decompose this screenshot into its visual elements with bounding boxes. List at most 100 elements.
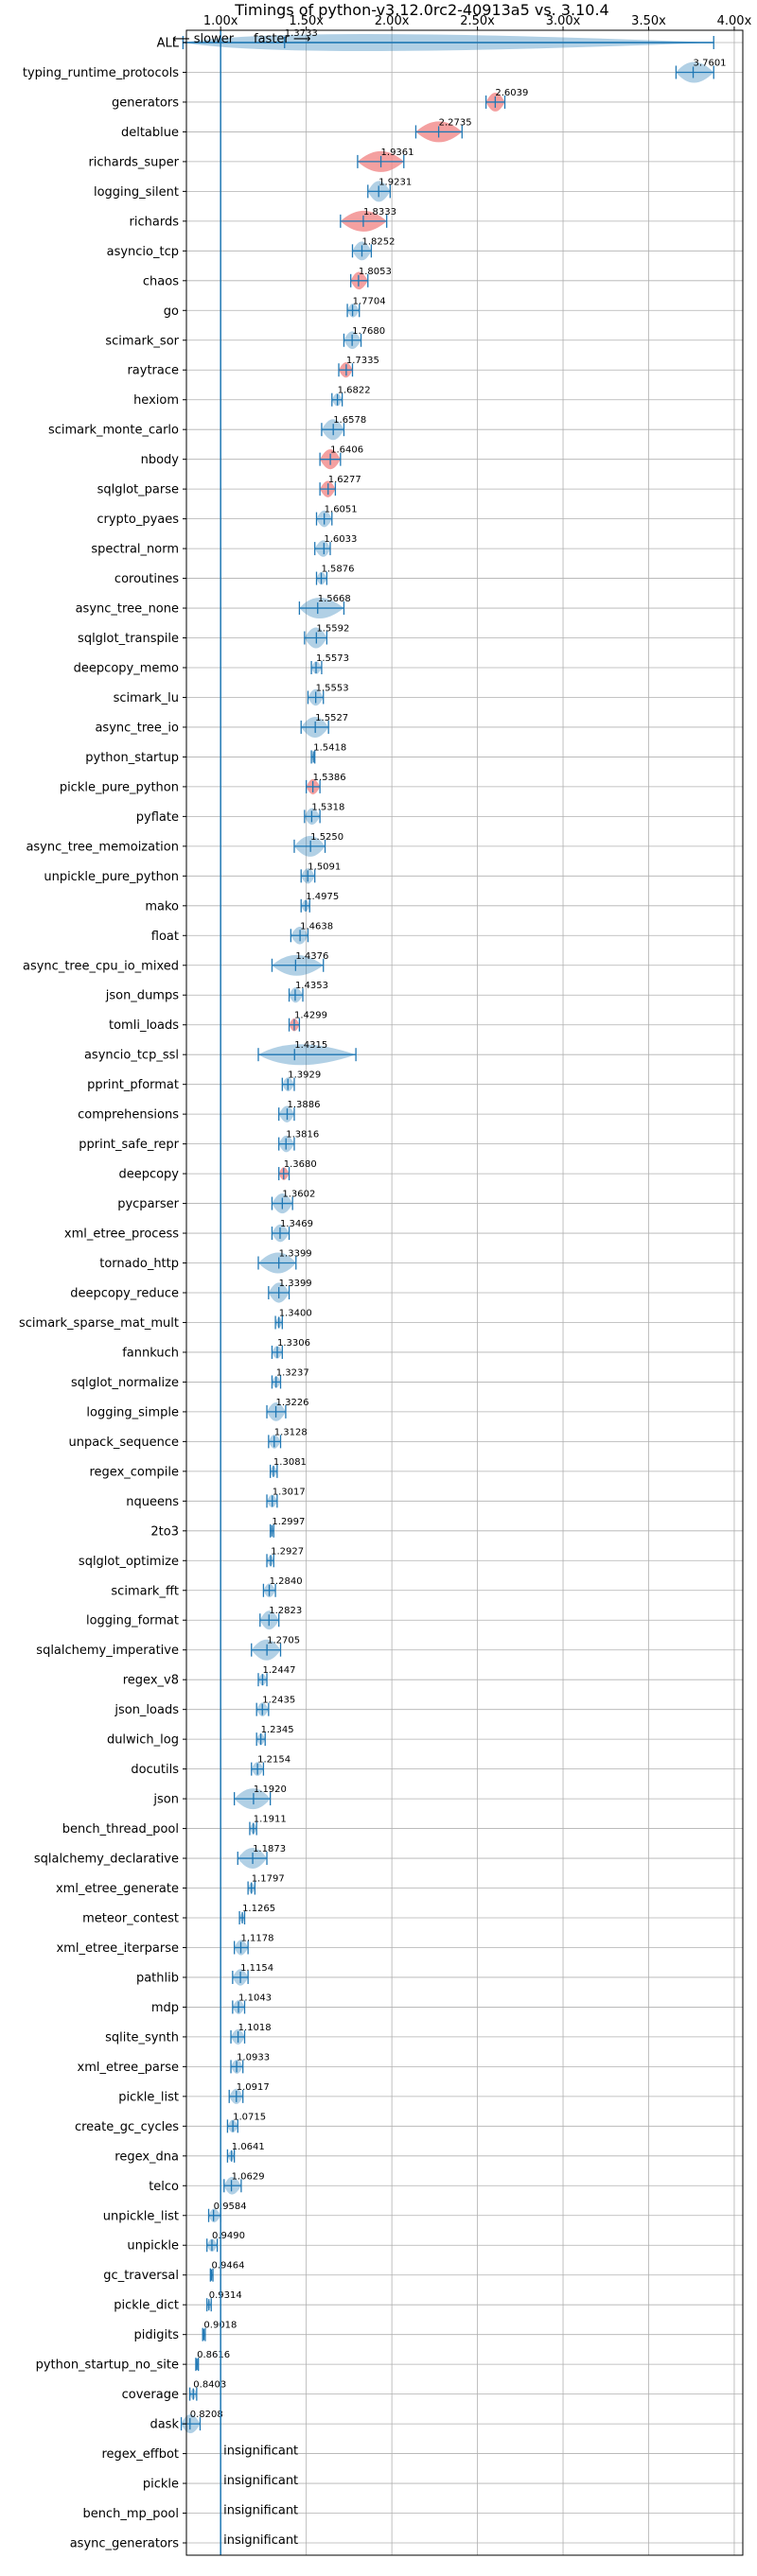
benchmark-label: coverage (122, 2388, 179, 2402)
insignificant-label: insignificant (223, 2533, 298, 2548)
value-label: 1.2997 (272, 1517, 305, 1527)
benchmark-label: xml_etree_generate (56, 1882, 179, 1896)
benchmark-label: 2to3 (150, 1524, 179, 1539)
benchmark-label: scimark_sor (105, 334, 179, 348)
benchmark-label: generators (112, 96, 179, 110)
insignificant-label: insignificant (223, 2474, 298, 2488)
benchmark-label: pickle_pure_python (60, 780, 179, 794)
value-label: 1.9361 (381, 148, 414, 158)
value-label: 1.4353 (295, 981, 328, 991)
value-label: 0.9490 (212, 2231, 245, 2241)
value-label: 1.0629 (232, 2171, 265, 2182)
benchmark-label: pidigits (134, 2328, 180, 2342)
benchmark-label: ALL (157, 37, 180, 51)
value-label: 1.1911 (254, 1815, 287, 1825)
value-label: 1.5527 (315, 713, 348, 723)
benchmark-label: regex_compile (89, 1465, 179, 1479)
benchmark-label: unpack_sequence (68, 1436, 179, 1450)
value-label: 1.7704 (353, 296, 386, 306)
x-tick-label: 3.50x (631, 14, 666, 28)
value-label: 1.3128 (274, 1427, 308, 1437)
benchmark-label: logging_format (86, 1614, 179, 1628)
benchmark-label: sqlalchemy_imperative (36, 1644, 179, 1658)
benchmark-label: coroutines (114, 572, 179, 586)
value-label: 0.8403 (193, 2380, 226, 2391)
benchmark-label: sqlite_synth (105, 2030, 179, 2045)
benchmark-label: deepcopy_reduce (70, 1287, 179, 1301)
benchmark-label: xml_etree_process (64, 1227, 179, 1242)
value-label: 1.1265 (242, 1904, 275, 1914)
benchmark-label: async_tree_cpu_io_mixed (23, 959, 179, 973)
value-label: 1.3602 (282, 1190, 315, 1200)
value-label: 0.9314 (209, 2290, 242, 2301)
value-label: 1.1018 (238, 2023, 272, 2033)
benchmark-label: sqlglot_parse (97, 483, 179, 497)
benchmark-label: meteor_contest (82, 1912, 179, 1926)
benchmark-label: create_gc_cycles (75, 2120, 179, 2134)
benchmark-label: pickle (143, 2478, 179, 2492)
value-label: 0.8616 (197, 2350, 230, 2360)
value-label: 1.3399 (279, 1279, 312, 1289)
value-label: 0.9464 (211, 2261, 244, 2271)
benchmark-label: comprehensions (78, 1108, 179, 1123)
value-label: 1.4315 (294, 1040, 327, 1051)
benchmark-label: sqlglot_transpile (78, 632, 179, 646)
value-label: 1.3886 (287, 1100, 320, 1110)
insignificant-label: insignificant (223, 2504, 298, 2518)
benchmark-label: tomli_loads (109, 1018, 179, 1033)
value-label: 1.5386 (313, 773, 346, 783)
benchmark-label: nbody (141, 453, 180, 467)
value-label: 1.1873 (253, 1844, 286, 1854)
benchmark-label: scimark_lu (114, 691, 179, 705)
benchmark-label: crypto_pyaes (97, 513, 179, 527)
value-label: 1.3226 (276, 1398, 309, 1408)
benchmark-label: async_tree_io (95, 721, 179, 735)
benchmark-label: spectral_norm (91, 543, 179, 557)
value-label: 1.3237 (276, 1367, 309, 1378)
value-label: 1.2345 (261, 1725, 294, 1735)
benchmark-label: pprint_pformat (87, 1078, 179, 1092)
benchmark-label: deepcopy_memo (74, 662, 179, 676)
benchmark-label: unpickle_list (103, 2209, 179, 2223)
x-tick-label: 2.50x (460, 14, 495, 28)
benchmark-label: unpickle_pure_python (44, 870, 179, 884)
benchmark-label: deltablue (121, 126, 179, 140)
value-label: 1.4376 (295, 951, 328, 962)
value-label: 1.3017 (273, 1487, 306, 1497)
value-label: 1.2447 (262, 1665, 295, 1676)
benchmark-label: fannkuch (122, 1346, 179, 1360)
benchmark-label: scimark_monte_carlo (48, 424, 179, 438)
value-label: 1.4638 (300, 921, 333, 931)
value-label: 1.1043 (238, 1993, 272, 2003)
value-label: 1.9231 (378, 177, 412, 187)
grid-layer (186, 30, 743, 2555)
plot-layer: 1.3733 3.7601 2.6039 2.2735 1.9361 1.9231 1.83… (180, 28, 727, 2555)
benchmark-label: bench_thread_pool (62, 1822, 179, 1836)
benchmark-label: json (152, 1793, 179, 1807)
benchmark-label: chaos (143, 274, 179, 288)
axis-layer: 1.00x 1.50x 2.00x 2.50x 3.00x 3.50x 4.00x ⟵ slo… (19, 14, 752, 2556)
value-label: 1.5668 (318, 594, 351, 604)
value-label: 1.3680 (284, 1159, 317, 1170)
benchmark-label: json_loads (114, 1703, 179, 1717)
value-label: 1.3306 (277, 1338, 310, 1349)
value-label: 2.6039 (495, 88, 528, 98)
benchmark-label: xml_etree_iterparse (56, 1941, 179, 1956)
benchmark-label: async_tree_memoization (26, 840, 179, 854)
value-label: 1.5553 (316, 683, 349, 693)
benchmark-label: pathlib (136, 1971, 179, 1985)
benchmark-label: pprint_safe_repr (79, 1138, 179, 1152)
value-label: 1.6033 (324, 534, 357, 545)
value-label: 1.7335 (346, 356, 379, 366)
benchmark-label: dask (150, 2418, 179, 2432)
benchmark-label: telco (149, 2180, 179, 2194)
value-label: 0.9584 (214, 2202, 247, 2212)
value-label: 1.5318 (311, 802, 344, 812)
value-label: 1.5091 (308, 862, 341, 872)
value-label: 1.0917 (237, 2082, 270, 2093)
benchmark-label: go (164, 305, 179, 319)
benchmark-label: asyncio_tcp_ssl (84, 1049, 179, 1063)
value-label: 1.0715 (233, 2112, 266, 2122)
